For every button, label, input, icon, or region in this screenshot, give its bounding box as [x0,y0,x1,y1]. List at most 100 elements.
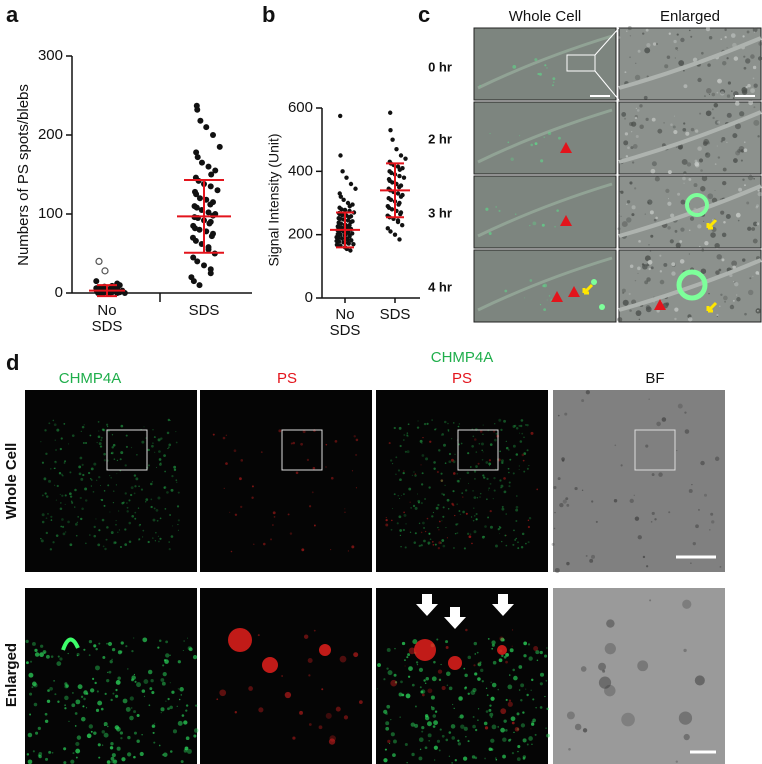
speckle [473,664,476,667]
speckle [392,753,396,757]
speckle [515,453,519,456]
speckle [508,485,511,488]
speckle [553,81,555,83]
speckle [25,639,29,644]
speckle [68,720,70,722]
chmp4a-cap [61,637,80,651]
speckle [477,708,480,710]
speckle [103,732,109,738]
speckle [634,116,638,120]
speckle [41,461,45,464]
speckle [420,690,424,694]
speckle [752,27,758,33]
speckle [139,751,144,757]
speckle [150,679,154,683]
speckle [437,546,441,550]
speckle [753,83,758,88]
speckle [629,56,631,59]
speckle [528,516,532,520]
speckle [385,721,390,726]
speckle [512,472,515,475]
speckle [564,412,568,416]
speckle [489,712,494,717]
speckle [351,545,355,549]
y-axis-label: Signal Intensity (Unit) [266,133,282,266]
speckle [169,654,171,657]
speckle [153,436,156,439]
speckle [290,442,293,445]
zoom-box [634,429,676,471]
speckle [505,513,508,515]
speckle [627,26,632,31]
speckle [753,31,756,33]
speckle [541,223,545,227]
speckle [428,532,431,535]
speckle [621,288,626,293]
speckle [387,670,393,676]
speckle [402,471,405,475]
speckle [419,748,422,751]
speckle [145,501,147,503]
data-dot [338,194,343,199]
speckle [574,723,582,731]
speckle [143,695,146,698]
zoom-box [106,429,148,471]
speckle [490,696,495,701]
speckle [75,741,80,747]
speckle [240,505,243,509]
speckle [31,681,37,687]
speckle [100,436,103,439]
speckle [719,305,721,307]
speckle [426,517,429,520]
data-dot [201,262,207,269]
speckle [54,693,57,696]
speckle [128,521,132,525]
speckle [420,689,426,694]
speckle [637,535,642,540]
speckle [85,442,88,444]
speckle [302,430,306,434]
speckle [667,201,672,206]
speckle [501,461,504,465]
speckle [646,75,649,78]
speckle [508,449,510,451]
speckle [543,283,547,288]
speckle [651,473,655,477]
speckle [84,499,88,502]
speckle [133,492,136,495]
speckle [644,47,651,54]
speckle [160,678,165,682]
speckle [386,667,389,670]
speckle [753,106,756,109]
speckle [61,474,64,477]
speckle [416,426,420,429]
speckle [488,747,493,751]
speckle [176,705,178,707]
speckle [109,475,111,477]
speckle [503,419,507,423]
speckle [34,652,40,657]
speckle [438,449,441,452]
speckle [682,127,687,132]
speckle [724,300,726,303]
speckle [45,495,49,498]
speckle [494,757,497,759]
speckle [489,443,493,446]
speckle [552,77,556,81]
speckle [64,503,66,505]
speckle [509,648,514,653]
speckle [353,652,359,658]
speckle [410,722,415,727]
column-header: Enlarged [660,8,720,25]
speckle [409,501,411,503]
speckle [125,645,128,648]
speckle [127,735,131,740]
cell-outline [477,182,613,238]
speckle [71,703,76,708]
speckle [63,462,66,464]
speckle [420,531,423,534]
speckle [747,174,754,181]
speckle [755,205,759,209]
speckle [467,692,470,695]
speckle [635,310,642,317]
